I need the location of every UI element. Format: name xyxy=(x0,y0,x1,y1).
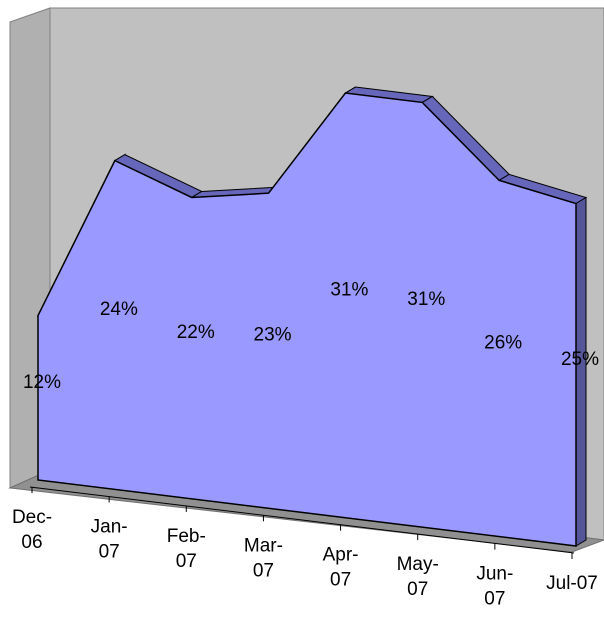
data-label: 26% xyxy=(484,332,522,353)
x-tick-label: May- 07 xyxy=(397,554,439,600)
data-label: 31% xyxy=(330,279,368,300)
area xyxy=(37,92,577,547)
x-tick-label-line: 06 xyxy=(21,532,42,553)
data-label: 23% xyxy=(254,325,292,346)
x-tick-label-line: 07 xyxy=(253,560,274,581)
x-tick-label-line: Jan- xyxy=(91,516,128,537)
data-label: 31% xyxy=(407,289,445,310)
data-label: 24% xyxy=(100,299,138,320)
x-tick-label-line: 07 xyxy=(99,541,120,562)
x-tick-label-line: Mar- xyxy=(244,535,283,556)
x-tick-label-line: May- xyxy=(397,554,439,575)
x-tick-label-line: Jun- xyxy=(476,564,513,585)
x-tick-label-line: Feb- xyxy=(167,526,206,547)
x-tick-label: Jan- 07 xyxy=(91,516,128,562)
x-tick-label: Mar- 07 xyxy=(244,535,283,581)
x-tick-label: Jul-07 xyxy=(546,573,598,594)
x-tick-label-line: Dec- xyxy=(12,507,52,528)
x-tick-label-line: 07 xyxy=(176,551,197,572)
x-tick-label: Feb- 07 xyxy=(167,526,206,572)
x-tick-label-line: 07 xyxy=(407,579,428,600)
data-label: 25% xyxy=(561,349,599,370)
x-tick-label-line: Apr- xyxy=(323,545,359,566)
x-tick-label: Apr- 07 xyxy=(323,545,359,591)
x-tick-label-line: 07 xyxy=(484,589,505,610)
data-label: 22% xyxy=(177,322,215,343)
area-side-face xyxy=(575,196,587,547)
x-axis xyxy=(29,486,575,554)
x-tick-label: Jun- 07 xyxy=(476,564,513,610)
x-tick-label: Dec- 06 xyxy=(12,507,52,553)
x-tick-label-line: 07 xyxy=(330,570,351,591)
data-label: 12% xyxy=(23,372,61,393)
